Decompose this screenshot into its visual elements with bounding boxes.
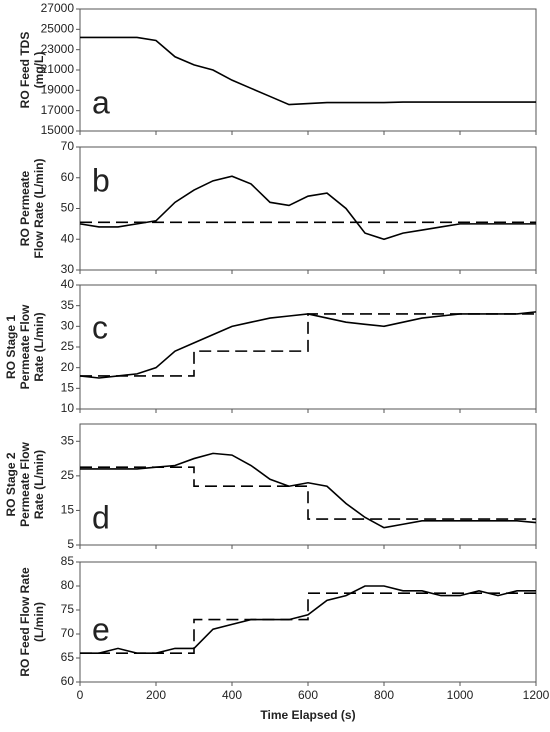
y-tick-label: 85	[61, 554, 75, 568]
y-tick-label: 30	[61, 262, 75, 276]
x-tick-label: 1200	[523, 688, 550, 702]
y-axis-label: (mg/L)	[32, 52, 46, 89]
plot-frame	[79, 561, 537, 683]
y-axis-label: RO Feed TDS	[18, 32, 32, 109]
y-tick-label: 15000	[41, 123, 75, 137]
data-line	[80, 466, 536, 520]
x-tick-label: 800	[374, 688, 394, 702]
x-tick-label: 1000	[447, 688, 474, 702]
y-tick-label: 15	[61, 503, 75, 517]
y-axis-label: Rate (L/min)	[32, 450, 46, 519]
y-tick-label: 17000	[41, 103, 75, 117]
y-tick-label: 60	[61, 170, 75, 184]
y-tick-label: 50	[61, 201, 75, 215]
y-tick-label: 19000	[41, 83, 75, 97]
y-tick-label: 80	[61, 578, 75, 592]
x-axis-label: Time Elapsed (s)	[260, 708, 355, 722]
data-line	[80, 36, 536, 106]
y-tick-label: 25000	[41, 22, 75, 36]
y-axis-label: RO Permeate	[18, 170, 32, 246]
y-tick-label: 60	[61, 674, 75, 688]
panel-letter: b	[92, 162, 110, 198]
y-tick-label: 5	[67, 537, 74, 551]
y-axis-label: RO Feed Flow Rate	[18, 567, 32, 677]
y-axis-label: RO Stage 1	[4, 315, 18, 379]
y-axis-label: Rate (L/min)	[32, 312, 46, 381]
y-axis-label: Flow Rate (L/min)	[32, 159, 46, 259]
y-tick-label: 65	[61, 650, 75, 664]
plot-frame	[79, 8, 537, 132]
data-line	[80, 592, 536, 654]
y-tick-label: 10	[61, 401, 75, 415]
y-tick-label: 27000	[41, 1, 75, 15]
panel-letter: c	[92, 309, 108, 345]
y-tick-label: 75	[61, 602, 75, 616]
x-tick-label: 0	[77, 688, 84, 702]
y-tick-label: 20	[61, 360, 75, 374]
y-tick-label: 40	[61, 231, 75, 245]
y-tick-label: 70	[61, 139, 75, 153]
y-tick-label: 23000	[41, 42, 75, 56]
y-tick-label: 35	[61, 298, 75, 312]
y-axis-label: RO Stage 2	[4, 452, 18, 516]
y-tick-label: 35	[61, 433, 75, 447]
y-tick-label: 25	[61, 468, 75, 482]
panel-letter: e	[92, 611, 110, 647]
y-axis-label: Permeate Flow	[18, 304, 32, 389]
y-tick-label: 30	[61, 319, 75, 333]
panel-letter: d	[92, 499, 110, 535]
y-tick-label: 15	[61, 381, 75, 395]
data-line	[79, 175, 536, 241]
x-tick-label: 600	[298, 688, 318, 702]
y-tick-label: 40	[61, 277, 75, 291]
plot-frame	[79, 423, 537, 546]
plot-frame	[79, 146, 537, 271]
x-tick-label: 400	[222, 688, 242, 702]
y-tick-label: 21000	[41, 62, 75, 76]
data-line	[80, 313, 536, 377]
y-tick-label: 70	[61, 626, 75, 640]
y-axis-label: (L/min)	[32, 602, 46, 642]
y-tick-label: 25	[61, 339, 75, 353]
panel-letter: a	[92, 84, 110, 120]
x-tick-label: 200	[146, 688, 166, 702]
y-axis-label: Permeate Flow	[18, 441, 32, 526]
